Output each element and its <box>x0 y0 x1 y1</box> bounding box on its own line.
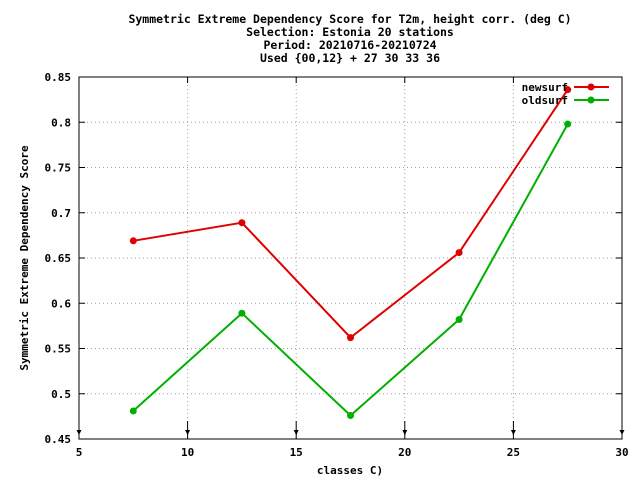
data-point-newsurf <box>455 249 463 257</box>
title-line-3: Period: 20210716-20210724 <box>263 38 436 52</box>
data-point-oldsurf <box>347 411 354 419</box>
data-point-newsurf <box>238 219 246 227</box>
chart-title: Symmetric Extreme Dependency Score for T… <box>128 12 571 65</box>
x-tick-label: 10 <box>181 446 194 459</box>
grid <box>79 77 622 439</box>
y-tick-label: 0.5 <box>51 388 71 401</box>
y-tick-label: 0.75 <box>45 162 72 175</box>
series-layer <box>129 86 572 419</box>
title-line-2: Selection: Estonia 20 stations <box>246 25 454 39</box>
legend-marker-oldsurf <box>587 96 595 104</box>
x-arrow-head <box>510 430 516 435</box>
y-tick-label: 0.6 <box>51 297 71 310</box>
x-tick-label: 30 <box>615 446 628 459</box>
legend-label-oldsurf: oldsurf <box>522 94 568 107</box>
legend-label-newsurf: newsurf <box>522 81 568 94</box>
x-tick-labels: 5 10 15 20 25 30 <box>76 446 629 459</box>
y-tick-label: 0.55 <box>45 343 72 356</box>
title-line-4: Used {00,12} + 27 30 33 36 <box>260 51 440 65</box>
x-axis-label: classes C) <box>317 464 383 477</box>
y-tick-labels: 0.45 0.5 0.55 0.6 0.65 0.7 0.75 0.8 0.85 <box>45 71 72 446</box>
x-arrow-head <box>402 430 408 435</box>
y-tick-label: 0.8 <box>51 116 71 129</box>
y-tick-label: 0.7 <box>51 207 71 220</box>
tick-marks <box>76 76 625 440</box>
plot-frame <box>78 76 623 440</box>
legend-marker-newsurf <box>587 83 595 91</box>
series-line-newsurf <box>133 89 569 339</box>
data-point-oldsurf <box>564 120 572 128</box>
y-tick-label: 0.85 <box>45 71 72 84</box>
data-point-oldsurf <box>238 309 246 317</box>
title-line-1: Symmetric Extreme Dependency Score for T… <box>128 12 571 26</box>
x-tick-label: 25 <box>507 446 520 459</box>
y-tick-label: 0.45 <box>45 433 72 446</box>
data-point-oldsurf <box>129 407 137 415</box>
x-tick-label: 20 <box>398 446 411 459</box>
x-arrow-head <box>293 430 299 435</box>
series-line-oldsurf <box>132 123 569 417</box>
data-point-newsurf <box>564 86 572 94</box>
data-point-oldsurf <box>455 316 463 324</box>
y-tick-label: 0.65 <box>45 252 72 265</box>
x-tick-label: 15 <box>290 446 303 459</box>
y-axis-label: Symmetric Extreme Dependency Score <box>18 145 31 371</box>
legend: newsurf oldsurf <box>522 81 609 107</box>
data-point-newsurf <box>347 334 354 342</box>
x-tick-label: 5 <box>76 446 83 459</box>
data-point-newsurf <box>129 237 137 245</box>
x-arrow-head <box>185 430 191 435</box>
